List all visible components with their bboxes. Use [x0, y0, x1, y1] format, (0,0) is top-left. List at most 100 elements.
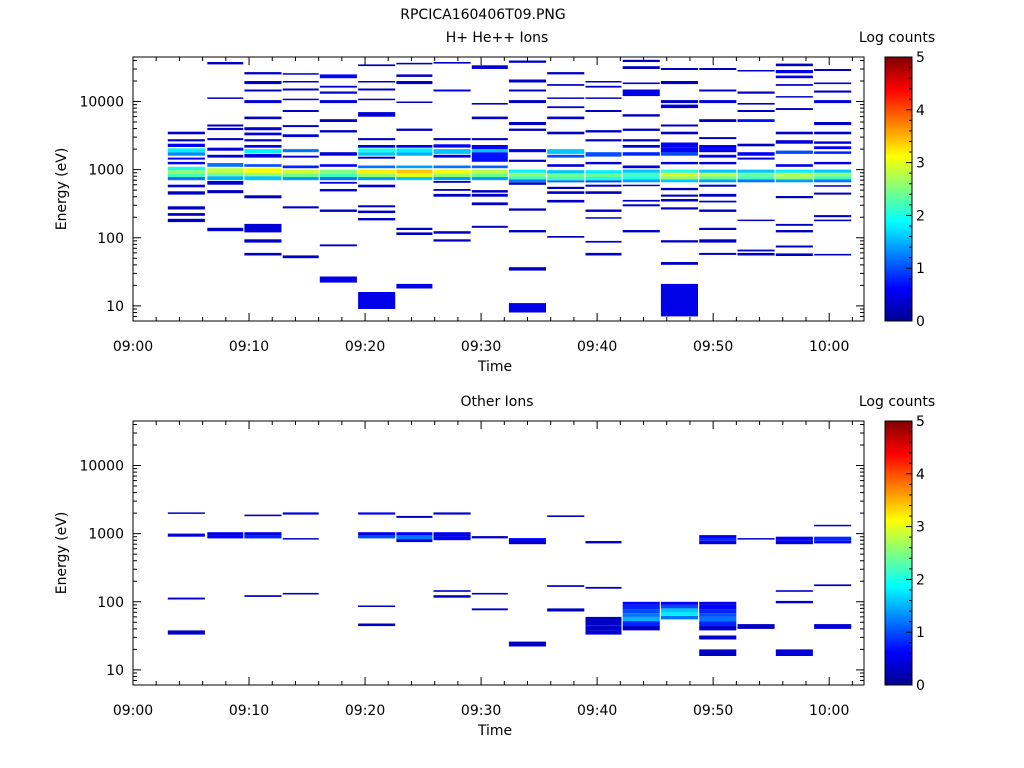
heatmap-cell — [358, 156, 396, 159]
heatmap-cell — [282, 177, 319, 181]
heatmap-cell — [471, 165, 508, 169]
heatmap-cell — [660, 100, 698, 104]
colorbar-tick-label: 4 — [916, 467, 925, 483]
heatmap-cell — [207, 532, 244, 536]
heatmap-cell — [814, 146, 852, 150]
heatmap-cell — [508, 172, 546, 177]
heatmap-cell — [358, 98, 396, 101]
heatmap-cell — [737, 624, 775, 629]
heatmap-cell — [660, 81, 698, 85]
heatmap-cell — [207, 138, 244, 141]
heatmap-cell — [471, 149, 508, 153]
heatmap-cell — [244, 89, 282, 92]
colorbar-tick-label: 3 — [916, 156, 925, 172]
heatmap-cell — [508, 159, 546, 162]
colorbar-tick-label: 2 — [916, 208, 925, 224]
plot-frame — [132, 56, 865, 322]
heatmap-cell — [775, 196, 813, 199]
heatmap-cell — [396, 169, 433, 174]
heatmap-cell — [207, 172, 244, 177]
heatmap-cell — [775, 96, 813, 98]
heatmap-cell — [319, 276, 357, 283]
heatmap-cell — [471, 536, 508, 539]
heatmap-cell — [775, 223, 813, 226]
heatmap-cell — [508, 267, 546, 271]
heatmap-plot — [167, 59, 852, 317]
heatmap-cell — [660, 615, 698, 620]
heatmap-cell — [622, 625, 660, 631]
heatmap-cell — [660, 142, 698, 148]
heatmap-cell — [508, 541, 546, 545]
heatmap-cell — [244, 132, 282, 136]
heatmap-cell — [699, 239, 737, 243]
colorbar-tick-label: 0 — [916, 314, 925, 330]
colorbar-tick-label: 3 — [916, 520, 925, 536]
heatmap-cell — [814, 169, 852, 173]
y-axis-label: Energy (eV) — [54, 512, 70, 595]
heatmap-cell — [814, 192, 852, 195]
heatmap-cell — [814, 185, 852, 187]
heatmap-cell — [622, 169, 660, 173]
heatmap-cell — [244, 100, 282, 104]
heatmap-cell — [660, 199, 698, 202]
heatmap-cell — [622, 199, 660, 202]
heatmap-cell — [660, 240, 698, 243]
heatmap-cell — [358, 64, 396, 67]
heatmap-cell — [282, 134, 319, 138]
heatmap-cell — [358, 169, 396, 174]
heatmap-cell — [167, 161, 205, 165]
heatmap-cell — [585, 110, 622, 112]
heatmap-cell — [622, 616, 660, 622]
heatmap-cell — [508, 169, 546, 173]
heatmap-cell — [244, 153, 282, 158]
heatmap-cell — [775, 108, 813, 110]
panel-other-ions: Other Ions Log counts 09:00 09:10 09:20 09:… — [54, 394, 935, 739]
heatmap-cell — [282, 88, 319, 91]
heatmap-cell — [547, 186, 585, 189]
heatmap-cell — [508, 179, 546, 183]
colorbar-tick-label: 2 — [916, 572, 925, 588]
heatmap-cell — [167, 139, 205, 142]
colorbar-tick-label: 1 — [916, 261, 925, 277]
heatmap-cell — [282, 81, 319, 83]
heatmap-cell — [167, 148, 205, 153]
heatmap-cell — [699, 621, 737, 626]
heatmap-cell — [207, 163, 244, 167]
heatmap-cell — [433, 590, 471, 592]
heatmap-cell — [814, 624, 852, 629]
heatmap-cell — [282, 98, 319, 101]
axes: 09:00 09:10 09:20 09:30 09:40 09:50 10:00 10 100… — [79, 57, 864, 355]
heatmap-cell — [244, 252, 282, 256]
heatmap-cell — [699, 538, 737, 541]
heatmap-cell — [433, 62, 471, 64]
heatmap-cell — [699, 609, 737, 614]
heatmap-cell — [775, 179, 813, 183]
heatmap-cell — [660, 283, 698, 317]
heatmap-cell — [282, 512, 319, 515]
heatmap-cell — [396, 532, 433, 536]
heatmap-cell — [585, 130, 622, 133]
heatmap-cell — [737, 252, 775, 256]
heatmap-cell — [699, 176, 737, 180]
heatmap-cell — [699, 169, 737, 173]
heatmap-cell — [358, 177, 396, 181]
heatmap-cell — [699, 137, 737, 140]
heatmap-cell — [282, 169, 319, 174]
heatmap-cell — [244, 223, 282, 233]
x-tick-label: 09:00 — [113, 703, 153, 719]
x-tick-label: 09:10 — [229, 703, 269, 719]
heatmap-cell — [737, 172, 775, 177]
heatmap-cell — [660, 176, 698, 180]
heatmap-cell — [775, 536, 813, 541]
heatmap-cell — [207, 227, 244, 232]
x-tick-label: 09:20 — [345, 339, 385, 355]
heatmap-cell — [358, 152, 396, 156]
heatmap-cell — [167, 597, 205, 600]
heatmap-cell — [396, 101, 433, 103]
heatmap-cell — [433, 154, 471, 158]
heatmap-cell — [775, 176, 813, 180]
colorbar-label: Log counts — [859, 30, 935, 46]
heatmap-cell — [699, 200, 737, 203]
heatmap-cell — [660, 601, 698, 605]
